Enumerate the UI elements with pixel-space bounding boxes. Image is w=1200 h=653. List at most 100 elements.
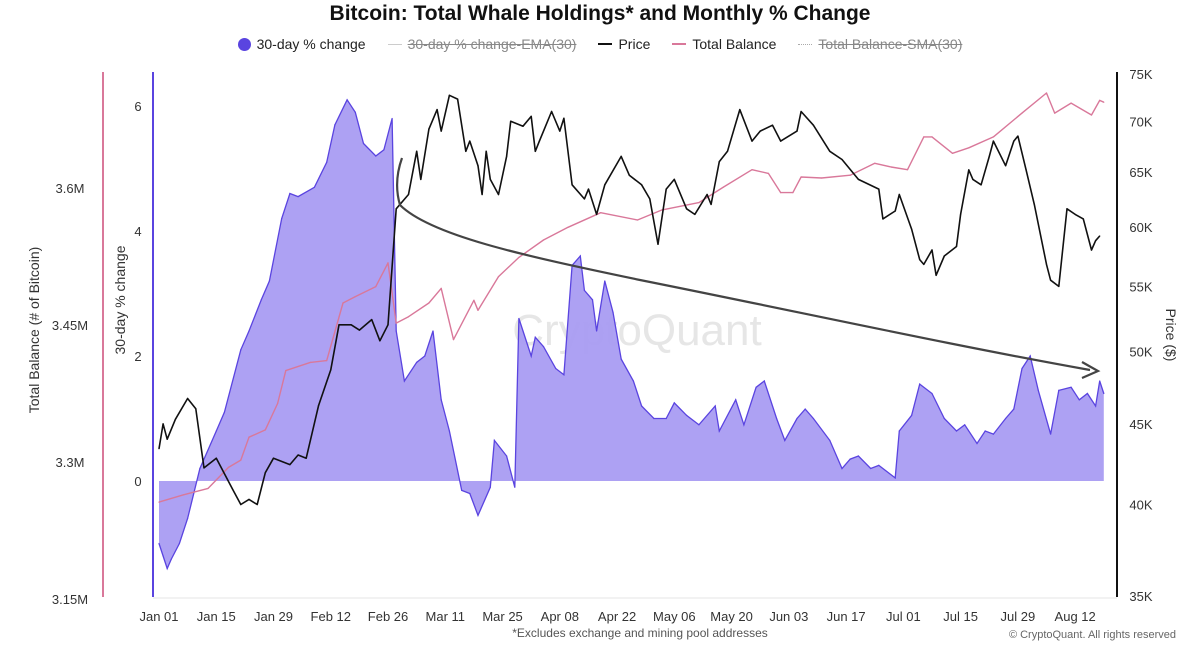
price-point — [583, 198, 586, 200]
price-point — [510, 120, 512, 122]
trend-arrow-annotation — [396, 157, 1101, 380]
30-day-change-point — [432, 330, 434, 332]
price-point — [1090, 249, 1093, 251]
total-balance-point — [285, 370, 287, 372]
30-day-change-point — [166, 567, 168, 570]
price-point — [559, 130, 561, 132]
30-day-change-point — [346, 99, 348, 101]
x-tick-label: Apr 22 — [598, 609, 636, 624]
30-day-change-point — [1013, 408, 1015, 410]
30-day-change-point — [158, 542, 160, 545]
price-point — [195, 408, 197, 410]
30-day-change-point — [763, 380, 765, 382]
legend-dot-icon — [237, 37, 251, 51]
total-balance-point — [890, 166, 892, 168]
total-balance-point — [992, 136, 995, 138]
price-tick-label: 50K — [1129, 345, 1152, 360]
price-point — [317, 405, 320, 407]
x-tick-label: May 20 — [710, 609, 753, 624]
price-point — [522, 125, 524, 127]
price-point — [923, 263, 925, 265]
x-tick-label: Mar 25 — [482, 609, 522, 624]
price-tick-label: 45K — [1129, 417, 1152, 432]
total-balance-point — [636, 219, 639, 221]
30-day-change-point — [604, 280, 606, 282]
price-point — [477, 165, 479, 167]
total-balance-point — [698, 202, 700, 204]
x-tick-label: Aug 12 — [1055, 609, 1096, 624]
price-point — [596, 213, 598, 215]
30-day-change-point — [440, 399, 442, 401]
30-day-change-point — [804, 408, 806, 410]
30-day-change-point — [199, 467, 201, 470]
price-point — [538, 140, 541, 142]
price-tick-label: 70K — [1129, 114, 1152, 129]
price-point — [162, 423, 164, 425]
30-day-change-point — [424, 355, 426, 357]
30-day-change-point — [870, 467, 872, 470]
balance-tick-label: 3.3M — [56, 455, 85, 470]
price-point — [530, 115, 532, 117]
balance-tick-label: 3.45M — [52, 318, 88, 333]
total-balance-point — [1090, 114, 1093, 116]
price-point — [665, 188, 667, 190]
price-point — [371, 319, 373, 321]
price-point — [248, 498, 250, 500]
pct-tick-label: 2 — [134, 349, 141, 364]
price-point — [968, 169, 970, 171]
30-day-change-point — [416, 361, 418, 363]
price-point — [358, 329, 360, 331]
price-point — [1050, 279, 1052, 281]
30-day-change-point — [641, 405, 643, 407]
30-day-change-point — [911, 414, 913, 416]
price-point — [1099, 235, 1101, 237]
30-day-change-point — [1058, 389, 1060, 391]
price-point — [166, 438, 168, 440]
total-balance-point — [567, 226, 569, 228]
legend-dotted-icon — [798, 43, 813, 45]
legend-item-pct-ema[interactable]: 30-day % change-EMA(30) — [387, 36, 576, 52]
balance-tick-label: 3.6M — [56, 181, 85, 196]
price-point — [1005, 165, 1007, 167]
legend-item-balance-sma[interactable]: Total Balance-SMA(30) — [798, 36, 962, 52]
30-day-change-point — [1078, 399, 1080, 401]
30-day-change-point — [931, 392, 933, 395]
legend-label: Total Balance-SMA(30) — [818, 36, 963, 52]
30-day-change-point — [714, 405, 716, 407]
price-point — [739, 109, 741, 111]
x-tick-label: Feb 26 — [368, 609, 408, 624]
total-balance-point — [800, 176, 802, 178]
total-balance-point — [542, 239, 545, 241]
legend-item-pct-change[interactable]: 30-day % change — [237, 36, 366, 52]
price-point — [780, 140, 782, 142]
30-day-change-point — [943, 417, 945, 420]
30-day-change-point — [477, 514, 479, 517]
price-point — [931, 249, 933, 251]
x-tick-label: Jul 29 — [1001, 609, 1036, 624]
legend-item-price[interactable]: Price — [598, 36, 650, 52]
total-balance-point — [182, 494, 185, 496]
30-day-change-point — [632, 380, 635, 382]
price-point — [272, 457, 275, 459]
price-point — [203, 467, 205, 469]
total-balance-point — [207, 487, 209, 489]
30-day-change-point — [591, 299, 594, 301]
price-point — [980, 184, 982, 186]
30-day-change-point — [395, 330, 397, 332]
price-point — [497, 193, 500, 196]
price-point — [416, 150, 418, 152]
price-point — [350, 324, 352, 326]
price-point — [1095, 240, 1097, 242]
price-point — [428, 128, 430, 130]
legend-item-total-balance[interactable]: Total Balance — [672, 36, 776, 52]
price-point — [604, 184, 606, 186]
price-point — [657, 243, 659, 245]
30-day-change-point — [170, 558, 172, 560]
price-point — [448, 94, 450, 96]
total-balance-point — [1099, 99, 1101, 101]
price-point — [158, 448, 160, 450]
30-day-change-point — [542, 346, 545, 348]
price-point — [534, 150, 536, 152]
total-balance-point — [158, 501, 160, 503]
total-balance-point — [874, 162, 876, 164]
